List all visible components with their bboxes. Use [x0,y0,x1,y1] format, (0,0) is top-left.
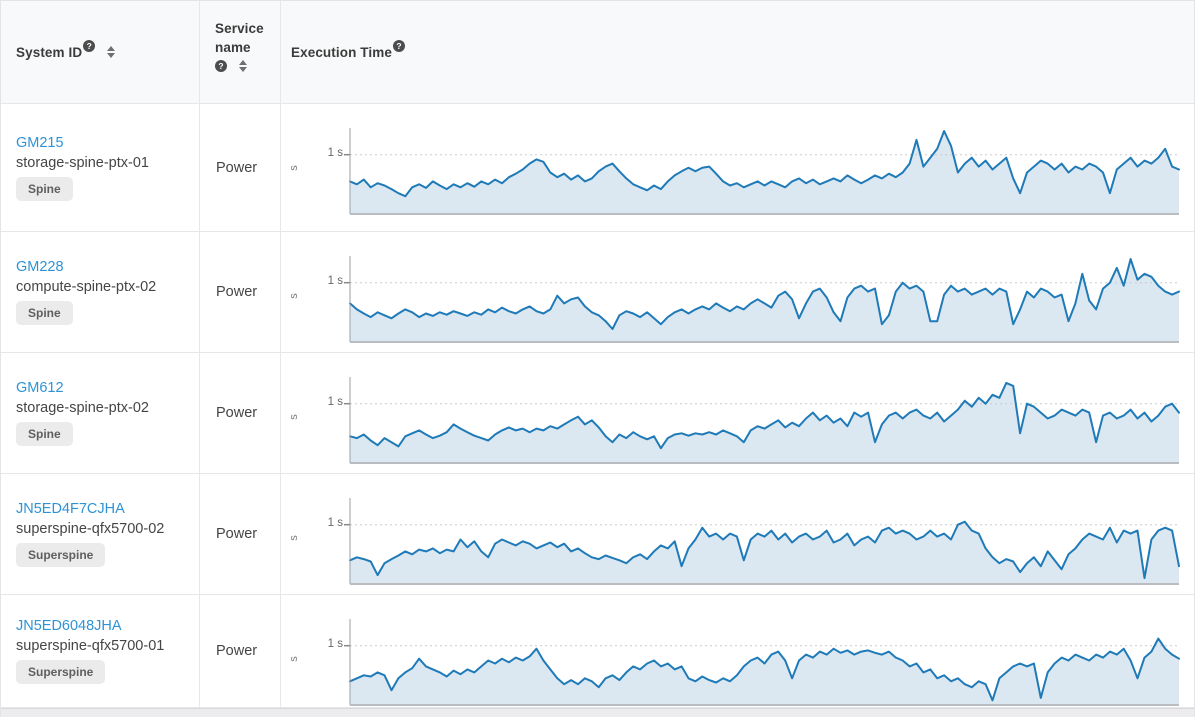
y-axis-unit-label: s [287,414,300,420]
y-axis-unit-label: s [287,165,300,171]
column-header-service-name[interactable]: Service name [200,1,281,103]
y-axis-tick-label: 1 s [327,275,343,287]
y-axis-unit-label: s [287,293,300,299]
execution-time-cell: s 1 s [281,474,1194,594]
service-name: Power [216,159,258,176]
system-id-cell: GM612 storage-spine-ptx-02 Spine [1,353,200,473]
service-name-cell: Power [200,104,281,231]
role-badge: Spine [16,301,73,325]
table-bottom-strip [1,708,1194,717]
table-row: GM228 compute-spine-ptx-02 Spine Power s… [1,232,1194,353]
y-axis-tick-label: 1 s [327,147,343,159]
y-axis-tick-label: 1 s [327,638,343,650]
table-header-row: System ID Service name Execution Time [1,1,1194,104]
hostname: compute-spine-ptx-02 [16,279,157,295]
execution-time-sparkline [344,128,1180,215]
system-id-link[interactable]: GM215 [16,134,64,151]
role-badge: Superspine [16,660,106,684]
hostname: storage-spine-ptx-01 [16,154,149,171]
service-name: Power [216,405,258,421]
execution-time-sparkline [344,256,1180,343]
sort-icon[interactable] [239,60,247,72]
execution-time-cell: s 1 s [281,232,1194,352]
execution-time-cell: s 1 s [281,104,1194,231]
sort-icon[interactable] [107,46,116,58]
y-axis-unit-label: s [287,656,300,662]
column-label-service-name: Service name [215,21,264,55]
system-id-link[interactable]: JN5ED4F7CJHA [16,501,125,517]
hostname: storage-spine-ptx-02 [16,400,149,416]
column-header-execution-time: Execution Time [281,1,1194,103]
system-id-link[interactable]: JN5ED6048JHA [16,618,122,634]
table-row: GM215 storage-spine-ptx-01 Spine Power s… [1,104,1194,232]
system-id-link[interactable]: GM228 [16,259,64,275]
role-badge: Spine [16,176,73,201]
hostname: superspine-qfx5700-01 [16,638,165,654]
system-id-cell: GM228 compute-spine-ptx-02 Spine [1,232,200,352]
y-axis-tick-label: 1 s [327,396,343,408]
system-id-link[interactable]: GM612 [16,380,64,396]
service-name-cell: Power [200,595,281,707]
service-name: Power [216,643,258,659]
help-icon[interactable] [215,60,227,72]
system-id-cell: JN5ED6048JHA superspine-qfx5700-01 Super… [1,595,200,707]
table-row: GM612 storage-spine-ptx-02 Spine Power s… [1,353,1194,474]
table-row: JN5ED4F7CJHA superspine-qfx5700-02 Super… [1,474,1194,595]
execution-time-cell: s 1 s [281,353,1194,473]
execution-time-sparkline [344,377,1180,464]
execution-time-sparkline [344,498,1180,585]
help-icon[interactable] [392,40,405,52]
column-label-system-id: System ID [16,44,83,60]
column-label-execution-time: Execution Time [291,44,392,60]
column-header-system-id[interactable]: System ID [1,1,200,103]
service-name: Power [216,284,258,300]
service-name-cell: Power [200,232,281,352]
service-name-cell: Power [200,353,281,473]
y-axis-unit-label: s [287,535,300,541]
help-icon[interactable] [83,40,96,52]
role-badge: Superspine [16,543,106,567]
hostname: superspine-qfx5700-02 [16,521,165,537]
system-id-cell: JN5ED4F7CJHA superspine-qfx5700-02 Super… [1,474,200,594]
role-badge: Spine [16,422,73,446]
table-row: JN5ED6048JHA superspine-qfx5700-01 Super… [1,595,1194,708]
service-name: Power [216,526,258,542]
y-axis-tick-label: 1 s [327,517,343,529]
execution-time-cell: s 1 s [281,595,1194,707]
system-id-cell: GM215 storage-spine-ptx-01 Spine [1,104,200,231]
service-name-cell: Power [200,474,281,594]
execution-time-sparkline [344,619,1180,706]
